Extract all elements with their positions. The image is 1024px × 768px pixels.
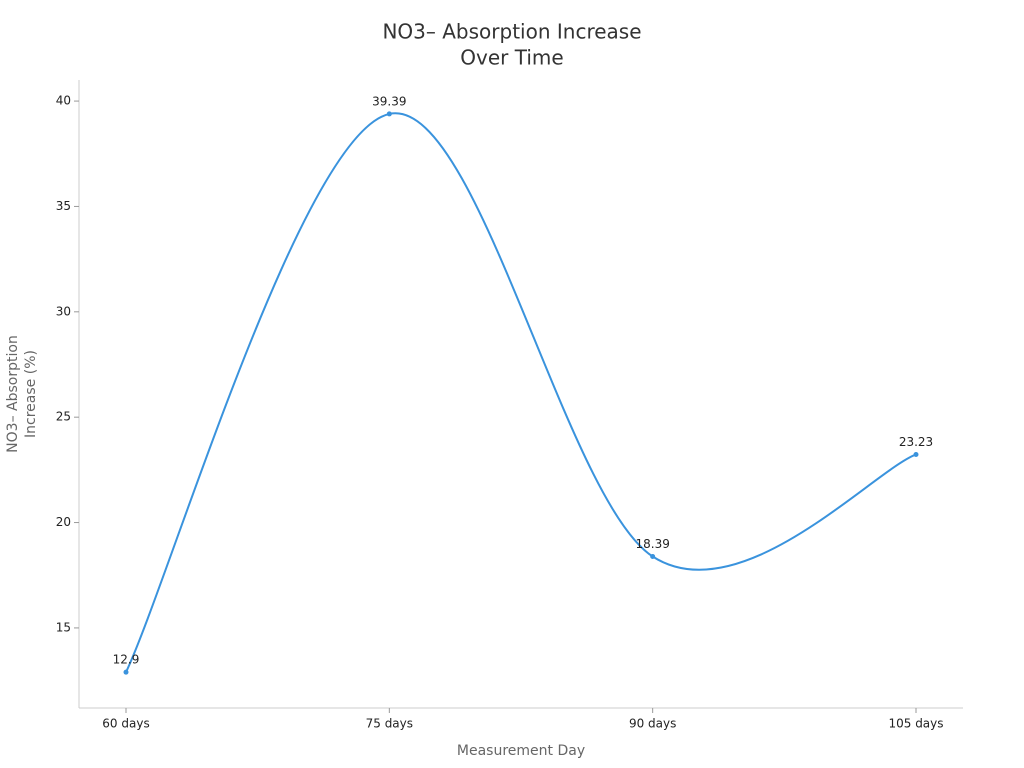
x-tick-label: 90 days — [629, 717, 676, 731]
y-tick-label: 20 — [56, 515, 71, 529]
point — [123, 669, 129, 675]
y-tick-label: 30 — [56, 304, 71, 318]
y-tick-label: 35 — [56, 199, 71, 213]
y-tick-label: 15 — [56, 620, 71, 634]
chart-title: NO3– Absorption Increase — [382, 20, 641, 44]
x-tick-label: 105 days — [888, 717, 943, 731]
y-tick-label: 25 — [56, 410, 71, 424]
chart-title: Over Time — [460, 46, 563, 70]
x-tick-label: 60 days — [102, 717, 149, 731]
y-axis-title: NO3– Absorption — [5, 335, 21, 453]
value-label: 39.39 — [372, 94, 406, 108]
point — [386, 111, 392, 117]
y-tick-label: 40 — [56, 94, 71, 108]
x-tick-label: 75 days — [366, 717, 413, 731]
y-axis-title: Increase (%) — [23, 350, 39, 438]
point — [913, 451, 919, 457]
x-axis-title: Measurement Day — [457, 743, 585, 759]
line — [125, 112, 917, 673]
value-label: 12.9 — [113, 653, 140, 667]
point — [650, 553, 656, 559]
value-label: 23.23 — [899, 435, 933, 449]
value-label: 18.39 — [635, 537, 669, 551]
